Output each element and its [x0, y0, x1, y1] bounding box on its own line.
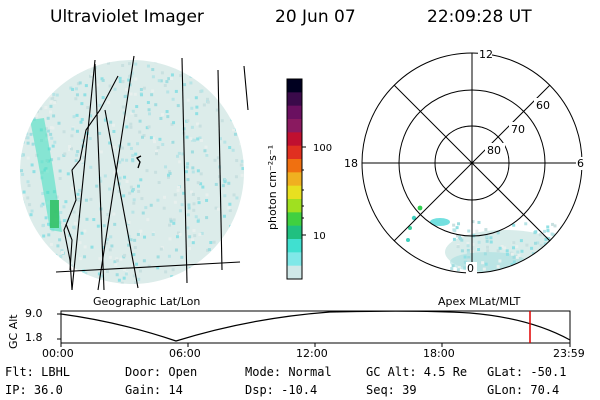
colorbar-segment: [287, 212, 302, 227]
colorbar-segment: [287, 132, 302, 147]
colorbar-segment: [287, 265, 302, 280]
mlt-label-0: 0: [467, 262, 474, 275]
geographic-image: [20, 55, 249, 291]
info-gain: Gain: 14: [125, 383, 183, 397]
colorbar-tick-10: 10: [313, 231, 326, 242]
colorbar-segment: [287, 239, 302, 253]
info-glat: GLat: -50.1: [487, 365, 567, 379]
date-label: 20 Jun 07: [275, 7, 356, 27]
apex-panel-label: Apex MLat/MLT: [438, 295, 521, 308]
mlt-label-18: 18: [344, 157, 358, 170]
colorbar-segment: [287, 145, 302, 160]
geo-gridlines: [55, 55, 249, 291]
mlat-label-60: 60: [536, 99, 550, 112]
altitude-ytick-min: 1.8: [25, 331, 43, 344]
info-mode: Mode: Normal: [245, 365, 332, 379]
colorbar: [286, 78, 303, 280]
mlat-label-80: 80: [487, 144, 501, 157]
colorbar-segment: [287, 225, 302, 240]
altitude-plot: GC Alt: [7, 310, 571, 349]
instrument-title: Ultraviolet Imager: [50, 7, 204, 27]
colorbar-segment: [287, 159, 302, 173]
info-flt: Flt: LBHL: [5, 365, 71, 379]
colorbar-segment: [287, 252, 302, 267]
info-seq: Seq: 39: [366, 383, 417, 397]
info-door: Door: Open: [125, 365, 198, 379]
info-ip: IP: 36.0: [5, 383, 63, 397]
colorbar-ticks: [302, 146, 306, 236]
info-dsp: Dsp: -10.4: [245, 383, 318, 397]
info-glon: GLon: 70.4: [487, 383, 560, 397]
time-tick-1200: 12:00: [296, 347, 328, 360]
mlat-label-70: 70: [511, 123, 525, 136]
altitude-ytick-max: 9.0: [25, 307, 43, 320]
colorbar-segment: [287, 105, 302, 120]
time-tick-2359: 23:59: [553, 347, 585, 360]
colorbar-tick-100: 100: [313, 143, 332, 154]
time-tick-1800: 18:00: [423, 347, 455, 360]
altitude-curve: [60, 310, 571, 342]
colorbar-segment: [287, 172, 302, 187]
colorbar-segment: [287, 199, 302, 213]
time-tick-0600: 06:00: [169, 347, 201, 360]
time-tick-0000: 00:00: [42, 347, 74, 360]
info-gc-alt: GC Alt: 4.5 Re: [366, 365, 468, 379]
mlt-label-12: 12: [479, 48, 493, 61]
colorbar-segment: [287, 79, 302, 93]
geographic-panel-label: Geographic Lat/Lon: [93, 295, 201, 308]
mlt-label-6: 6: [577, 157, 584, 170]
time-label: 22:09:28 UT: [427, 7, 532, 27]
altitude-ylabel: GC Alt: [7, 314, 20, 349]
colorbar-segment: [287, 185, 302, 200]
colorbar-segment: [287, 92, 302, 107]
colorbar-unit-label: photon cm⁻²s⁻¹: [266, 145, 279, 230]
polar-plot: 12 18 6 0 60 70 80: [343, 47, 586, 275]
colorbar-segment: [287, 119, 302, 133]
